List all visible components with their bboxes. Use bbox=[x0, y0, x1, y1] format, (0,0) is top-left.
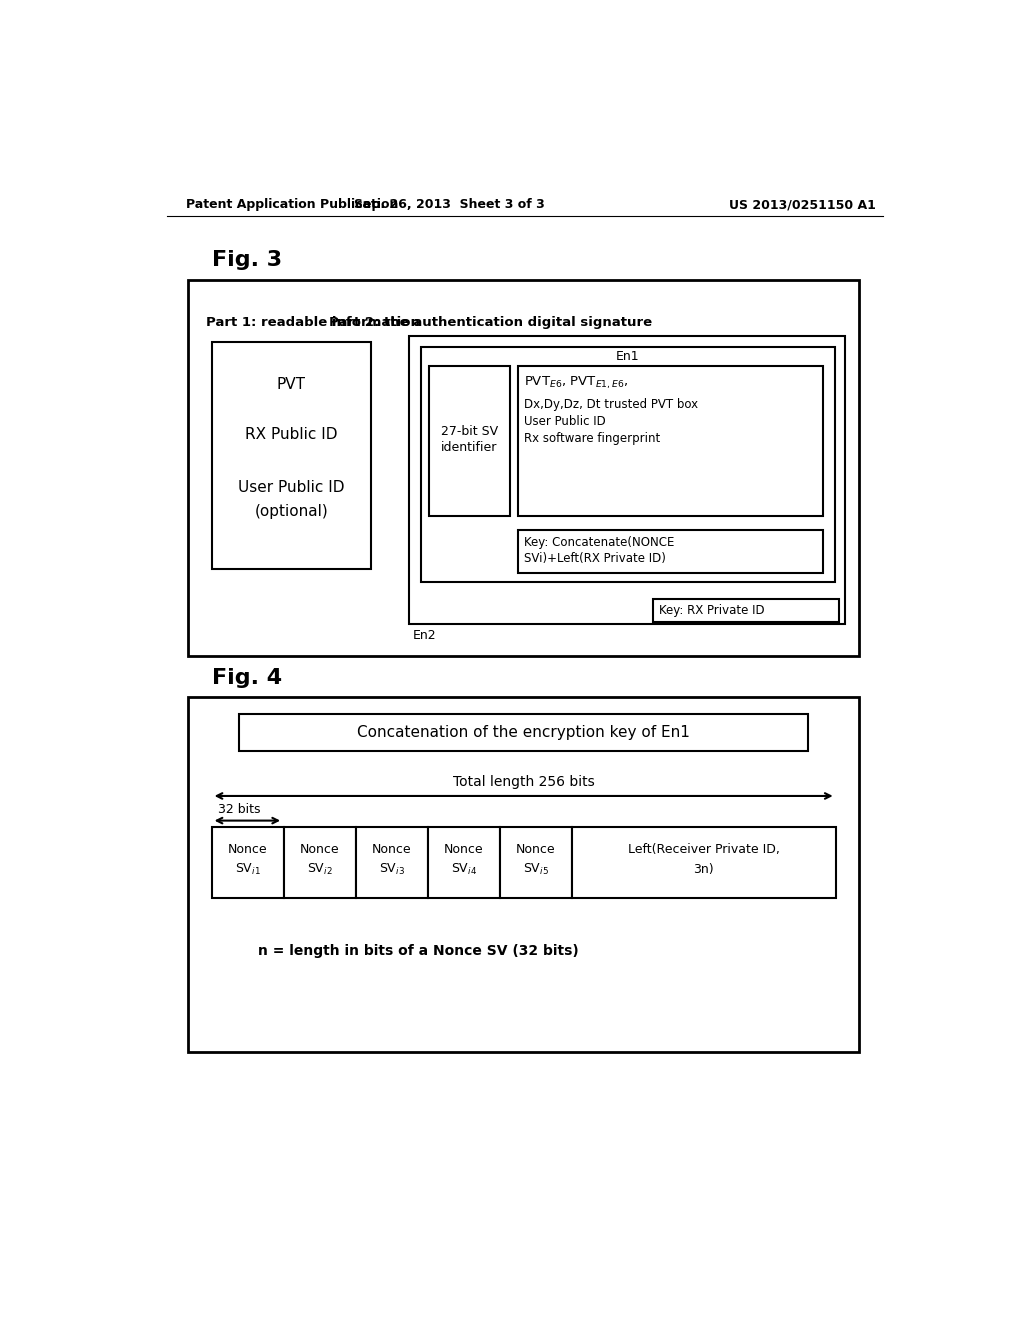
Text: Nonce: Nonce bbox=[372, 843, 412, 857]
Text: US 2013/0251150 A1: US 2013/0251150 A1 bbox=[729, 198, 876, 211]
Text: SVi)+Left(RX Private ID): SVi)+Left(RX Private ID) bbox=[524, 552, 666, 565]
Bar bbox=[421, 347, 835, 582]
Text: (optional): (optional) bbox=[254, 503, 328, 519]
Text: Key: RX Private ID: Key: RX Private ID bbox=[658, 603, 765, 616]
Text: Left(Receiver Private ID,: Left(Receiver Private ID, bbox=[628, 843, 779, 857]
Bar bbox=[356, 826, 428, 898]
Text: Fig. 3: Fig. 3 bbox=[212, 249, 282, 271]
Text: Rx software fingerprint: Rx software fingerprint bbox=[524, 432, 660, 445]
Bar bbox=[188, 280, 859, 656]
Text: n = length in bits of a Nonce SV (32 bits): n = length in bits of a Nonce SV (32 bit… bbox=[258, 945, 579, 958]
Text: Fig. 4: Fig. 4 bbox=[212, 668, 282, 688]
Text: SV$_{i5}$: SV$_{i5}$ bbox=[523, 862, 549, 876]
Text: Nonce: Nonce bbox=[228, 843, 267, 857]
Text: User Public ID: User Public ID bbox=[524, 416, 606, 428]
Bar bbox=[518, 531, 823, 573]
Bar bbox=[239, 714, 809, 751]
Text: PVT$_{E6}$, PVT$_{E1,E6}$,: PVT$_{E6}$, PVT$_{E1,E6}$, bbox=[524, 375, 629, 392]
Text: User Public ID: User Public ID bbox=[238, 480, 344, 495]
Text: Nonce: Nonce bbox=[300, 843, 340, 857]
Bar bbox=[652, 599, 839, 622]
Text: Dx,Dy,Dz, Dt trusted PVT box: Dx,Dy,Dz, Dt trusted PVT box bbox=[524, 399, 698, 412]
Text: Patent Application Publication: Patent Application Publication bbox=[186, 198, 398, 211]
Text: PVT: PVT bbox=[276, 376, 305, 392]
Text: SV$_{i3}$: SV$_{i3}$ bbox=[379, 862, 404, 876]
Bar bbox=[429, 367, 510, 516]
Text: Key: Concatenate(NONCE: Key: Concatenate(NONCE bbox=[524, 536, 675, 549]
Bar bbox=[572, 826, 836, 898]
Text: Nonce: Nonce bbox=[516, 843, 556, 857]
Bar bbox=[410, 335, 845, 624]
Bar bbox=[284, 826, 356, 898]
Bar bbox=[428, 826, 500, 898]
Text: 27-bit SV: 27-bit SV bbox=[440, 425, 498, 438]
Text: En2: En2 bbox=[414, 630, 437, 643]
Bar bbox=[212, 342, 371, 569]
Text: SV$_{i4}$: SV$_{i4}$ bbox=[451, 862, 477, 876]
Text: SV$_{i2}$: SV$_{i2}$ bbox=[307, 862, 333, 876]
Text: Total length 256 bits: Total length 256 bits bbox=[453, 775, 595, 789]
Text: En1: En1 bbox=[616, 350, 640, 363]
Text: Part 1: readable information: Part 1: readable information bbox=[206, 315, 420, 329]
Text: Nonce: Nonce bbox=[444, 843, 483, 857]
Bar bbox=[500, 826, 572, 898]
Bar bbox=[518, 367, 823, 516]
Text: identifier: identifier bbox=[441, 441, 498, 454]
Text: Sep. 26, 2013  Sheet 3 of 3: Sep. 26, 2013 Sheet 3 of 3 bbox=[354, 198, 545, 211]
Text: SV$_{i1}$: SV$_{i1}$ bbox=[234, 862, 261, 876]
Text: RX Public ID: RX Public ID bbox=[245, 426, 337, 442]
Text: 3n): 3n) bbox=[693, 862, 714, 875]
Bar bbox=[188, 697, 859, 1052]
Text: Part 2: the authentication digital signature: Part 2: the authentication digital signa… bbox=[329, 315, 652, 329]
Bar bbox=[212, 826, 284, 898]
Text: Concatenation of the encryption key of En1: Concatenation of the encryption key of E… bbox=[357, 725, 690, 741]
Text: 32 bits: 32 bits bbox=[218, 804, 260, 816]
